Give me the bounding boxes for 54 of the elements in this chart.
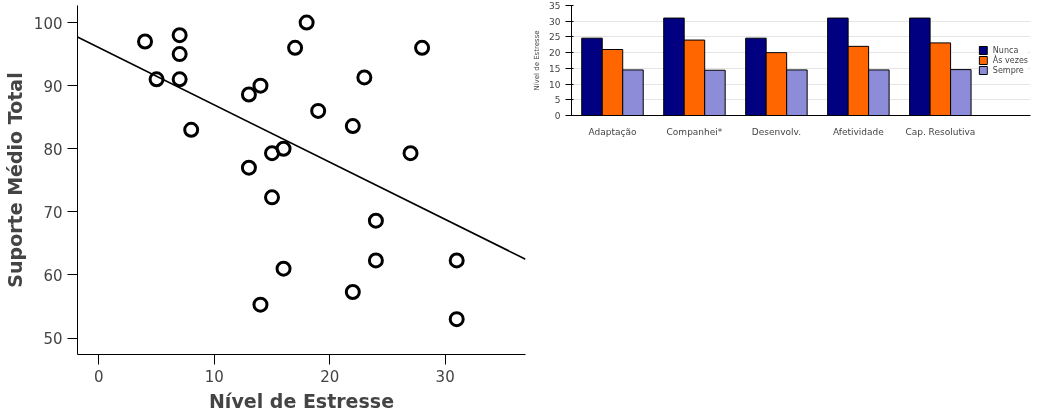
- point: [252, 296, 269, 313]
- point: [240, 86, 257, 103]
- x-tick-label: 30: [435, 367, 455, 386]
- point: [402, 145, 419, 162]
- y-tick-label: 15: [549, 63, 561, 74]
- y-tick-label: 0: [554, 111, 561, 121]
- point: [137, 33, 154, 50]
- legend-label: Às vezes: [992, 55, 1028, 65]
- point: [171, 71, 188, 88]
- point: [310, 102, 327, 119]
- point: [183, 121, 200, 138]
- point: [367, 252, 384, 269]
- point: [448, 252, 465, 269]
- point: [264, 189, 281, 206]
- y-tick-label: 90: [43, 77, 63, 96]
- y-tick-label: 50: [43, 330, 63, 349]
- point: [298, 14, 315, 31]
- x-tick-label: Cap. Resolutiva: [905, 126, 976, 137]
- x-tick-label: 10: [204, 367, 224, 386]
- point: [448, 311, 465, 328]
- point: [171, 46, 188, 63]
- point: [356, 69, 373, 86]
- x-axis-title: Nível de Estresse: [208, 389, 395, 412]
- point: [264, 145, 281, 162]
- point: [240, 159, 257, 176]
- x-tick-label: Afetividade: [832, 126, 885, 137]
- point: [367, 212, 384, 229]
- x-tick-label: 20: [320, 367, 340, 386]
- y-axis-title: Suporte Médio Total: [3, 72, 26, 288]
- point: [148, 71, 165, 88]
- legend-label: Sempre: [992, 65, 1024, 75]
- point: [344, 284, 361, 301]
- point: [287, 39, 304, 56]
- x-tick-label: 0: [94, 367, 104, 386]
- point: [171, 27, 188, 44]
- y-tick-label: 80: [43, 140, 63, 159]
- y-tick-label: 35: [549, 1, 561, 11]
- y-tick-label: 60: [43, 266, 63, 285]
- point: [414, 39, 431, 56]
- point: [275, 260, 292, 277]
- y-tick-label: 25: [549, 32, 561, 43]
- point: [252, 77, 269, 94]
- y-tick-label: 10: [549, 79, 561, 90]
- y-tick-label: 70: [43, 203, 63, 222]
- y-tick-label: 20: [549, 48, 561, 59]
- x-tick-label: Desenvolv.: [751, 126, 802, 137]
- point: [344, 118, 361, 135]
- y-tick-label: 100: [33, 14, 63, 33]
- x-tick-label: Adaptação: [588, 126, 637, 137]
- point: [275, 140, 292, 157]
- y-tick-label: 5: [554, 95, 561, 106]
- x-tick-label: Companhei*: [666, 126, 723, 137]
- legend-label: Nunca: [992, 45, 1019, 55]
- y-tick-label: 30: [549, 16, 561, 27]
